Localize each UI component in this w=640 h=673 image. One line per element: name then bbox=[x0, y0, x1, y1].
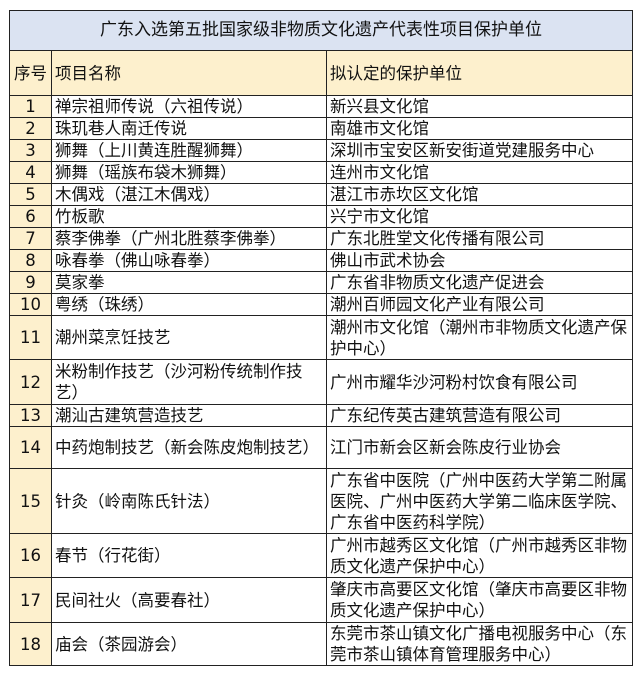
row-protection-unit: 连州市文化馆 bbox=[325, 161, 634, 184]
title-row: 广东入选第五批国家级非物质文化遗产代表性项目保护单位 bbox=[8, 10, 634, 51]
row-project-name: 狮舞（上川黄连胜醒狮舞） bbox=[51, 139, 327, 162]
row-protection-unit: 湛江市赤坎区文化馆 bbox=[325, 183, 634, 206]
row-project-name: 珠玑巷人南迁传说 bbox=[51, 117, 327, 140]
row-protection-unit: 新兴县文化馆 bbox=[325, 95, 634, 118]
row-project-name: 庙会（茶园游会） bbox=[51, 622, 327, 666]
header-name: 项目名称 bbox=[51, 50, 327, 96]
table-row: 5 木偶戏（湛江木偶戏） 湛江市赤坎区文化馆 bbox=[9, 183, 634, 206]
row-project-name: 蔡李佛拳（广州北胜蔡李佛拳） bbox=[51, 227, 327, 250]
table-row: 15 针灸（岭南陈氏针法） 广东省中医院（广州中医药大学第二附属医院、广州中医药大学… bbox=[9, 468, 634, 534]
row-seq: 16 bbox=[9, 533, 52, 578]
row-seq: 3 bbox=[9, 139, 52, 162]
table-row: 11 潮州菜烹饪技艺 潮州市文化馆（潮州市非物质文化遗产保护中心） bbox=[9, 315, 634, 360]
table-row: 17 民间社火（高要春社） 肇庆市高要区文化馆（肇庆市高要区非物质文化遗产保护中心） bbox=[9, 577, 634, 623]
row-seq: 6 bbox=[9, 205, 52, 228]
row-protection-unit: 南雄市文化馆 bbox=[325, 117, 634, 140]
header-seq: 序号 bbox=[9, 50, 52, 96]
row-project-name: 粤绣（珠绣） bbox=[51, 293, 327, 316]
row-seq: 11 bbox=[9, 315, 52, 360]
header-row: 序号 项目名称 拟认定的保护单位 bbox=[9, 50, 634, 96]
row-project-name: 木偶戏（湛江木偶戏） bbox=[51, 183, 327, 206]
row-seq: 14 bbox=[9, 426, 52, 469]
row-protection-unit: 佛山市武术协会 bbox=[325, 249, 634, 272]
row-seq: 7 bbox=[9, 227, 52, 250]
row-seq: 9 bbox=[9, 271, 52, 294]
table-row: 18 庙会（茶园游会） 东莞市茶山镇文化广播电视服务中心（东莞市茶山镇体育管理服务中… bbox=[9, 622, 634, 666]
row-protection-unit: 潮州百师园文化产业有限公司 bbox=[325, 293, 634, 316]
table-row: 3 狮舞（上川黄连胜醒狮舞） 深圳市宝安区新安街道党建服务中心 bbox=[9, 139, 634, 162]
row-protection-unit: 兴宁市文化馆 bbox=[325, 205, 634, 228]
row-seq: 10 bbox=[9, 293, 52, 316]
row-project-name: 中药炮制技艺（新会陈皮炮制技艺） bbox=[51, 426, 327, 469]
row-protection-unit: 东莞市茶山镇文化广播电视服务中心（东莞市茶山镇体育管理服务中心） bbox=[325, 622, 634, 666]
row-protection-unit: 肇庆市高要区文化馆（肇庆市高要区非物质文化遗产保护中心） bbox=[325, 577, 634, 623]
row-project-name: 竹板歌 bbox=[51, 205, 327, 228]
row-project-name: 民间社火（高要春社） bbox=[51, 577, 327, 623]
header-unit: 拟认定的保护单位 bbox=[325, 50, 634, 96]
table-row: 10 粤绣（珠绣） 潮州百师园文化产业有限公司 bbox=[9, 293, 634, 316]
row-project-name: 潮州菜烹饪技艺 bbox=[51, 315, 327, 360]
table-row: 9 莫家拳 广东省非物质文化遗产促进会 bbox=[9, 271, 634, 294]
row-seq: 4 bbox=[9, 161, 52, 184]
row-project-name: 米粉制作技艺（沙河粉传统制作技艺） bbox=[51, 359, 327, 405]
row-protection-unit: 深圳市宝安区新安街道党建服务中心 bbox=[325, 139, 634, 162]
heritage-table: 广东入选第五批国家级非物质文化遗产代表性项目保护单位 序号 项目名称 拟认定的保… bbox=[8, 10, 634, 666]
table-row: 13 潮汕古建筑营造技艺 广东纪传英古建筑营造有限公司 bbox=[9, 404, 634, 427]
row-protection-unit: 潮州市文化馆（潮州市非物质文化遗产保护中心） bbox=[325, 315, 634, 360]
row-protection-unit: 广东省中医院（广州中医药大学第二附属医院、广州中医药大学第二临床医学院、广东省中… bbox=[325, 468, 634, 534]
row-project-name: 咏春拳（佛山咏春拳） bbox=[51, 249, 327, 272]
row-seq: 13 bbox=[9, 404, 52, 427]
table-row: 16 春节（行花街） 广州市越秀区文化馆（广州市越秀区非物质文化遗产保护中心） bbox=[9, 533, 634, 578]
row-protection-unit: 广东省非物质文化遗产促进会 bbox=[325, 271, 634, 294]
row-project-name: 狮舞（瑶族布袋木狮舞） bbox=[51, 161, 327, 184]
row-seq: 8 bbox=[9, 249, 52, 272]
row-seq: 15 bbox=[9, 468, 52, 534]
row-seq: 1 bbox=[9, 95, 52, 118]
row-protection-unit: 广州市耀华沙河粉村饮食有限公司 bbox=[325, 359, 634, 405]
row-protection-unit: 广州市越秀区文化馆（广州市越秀区非物质文化遗产保护中心） bbox=[325, 533, 634, 578]
row-seq: 5 bbox=[9, 183, 52, 206]
table-row: 8 咏春拳（佛山咏春拳） 佛山市武术协会 bbox=[9, 249, 634, 272]
row-protection-unit: 江门市新会区新会陈皮行业协会 bbox=[325, 426, 634, 469]
row-project-name: 春节（行花街） bbox=[51, 533, 327, 578]
table-title: 广东入选第五批国家级非物质文化遗产代表性项目保护单位 bbox=[8, 10, 634, 51]
table-row: 6 竹板歌 兴宁市文化馆 bbox=[9, 205, 634, 228]
table-row: 2 珠玑巷人南迁传说 南雄市文化馆 bbox=[9, 117, 634, 140]
table-row: 14 中药炮制技艺（新会陈皮炮制技艺） 江门市新会区新会陈皮行业协会 bbox=[9, 426, 634, 469]
table-row: 7 蔡李佛拳（广州北胜蔡李佛拳） 广东北胜堂文化传播有限公司 bbox=[9, 227, 634, 250]
table-row: 12 米粉制作技艺（沙河粉传统制作技艺） 广州市耀华沙河粉村饮食有限公司 bbox=[9, 359, 634, 405]
row-project-name: 潮汕古建筑营造技艺 bbox=[51, 404, 327, 427]
row-project-name: 禅宗祖师传说（六祖传说） bbox=[51, 95, 327, 118]
row-project-name: 针灸（岭南陈氏针法） bbox=[51, 468, 327, 534]
row-project-name: 莫家拳 bbox=[51, 271, 327, 294]
row-seq: 17 bbox=[9, 577, 52, 623]
row-seq: 2 bbox=[9, 117, 52, 140]
table-row: 1 禅宗祖师传说（六祖传说） 新兴县文化馆 bbox=[9, 95, 634, 118]
row-protection-unit: 广东纪传英古建筑营造有限公司 bbox=[325, 404, 634, 427]
row-protection-unit: 广东北胜堂文化传播有限公司 bbox=[325, 227, 634, 250]
row-seq: 18 bbox=[9, 622, 52, 666]
row-seq: 12 bbox=[9, 359, 52, 405]
table-row: 4 狮舞（瑶族布袋木狮舞） 连州市文化馆 bbox=[9, 161, 634, 184]
